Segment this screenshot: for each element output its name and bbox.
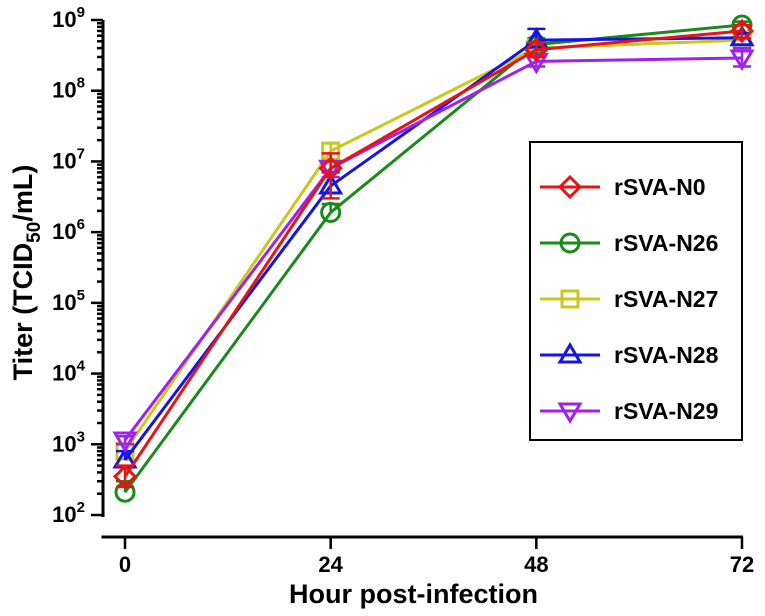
y-tick-label: 107	[52, 145, 85, 173]
series-line	[123, 23, 743, 494]
y-tick-base: 10	[52, 219, 76, 244]
y-tick-label: 106	[52, 216, 85, 244]
series-line	[123, 38, 743, 452]
y-tick-base: 10	[52, 7, 76, 32]
data-point	[557, 174, 583, 200]
data-point	[729, 18, 755, 44]
y-tick-label: 109	[52, 4, 85, 32]
legend-label: rSVA-N29	[614, 398, 718, 424]
series-rSVA-N29	[112, 46, 755, 453]
y-axis-label: Titer (TCID50/mL)	[8, 165, 45, 381]
legend-label: rSVA-N26	[614, 230, 718, 256]
legend-entry-rSVA-N27: rSVA-N27	[540, 286, 718, 312]
y-tick-exponent: 6	[77, 216, 85, 233]
x-tick-label: 72	[730, 552, 754, 577]
y-tick-base: 10	[52, 78, 76, 103]
data-point	[112, 431, 138, 453]
legend-label: rSVA-N0	[614, 174, 706, 200]
legend-label: rSVA-N28	[614, 342, 719, 368]
series-line	[123, 29, 743, 478]
y-label-suffix: /mL)	[8, 165, 38, 222]
data-point	[560, 289, 580, 309]
y-tick-exponent: 3	[77, 428, 85, 445]
y-tick-label: 104	[52, 358, 85, 386]
y-tick-label: 103	[52, 428, 85, 456]
y-tick-base: 10	[52, 148, 76, 173]
series-rSVA-N0	[112, 18, 755, 489]
data-point	[320, 201, 342, 223]
data-point	[524, 37, 549, 62]
legend-entry-rSVA-N29: rSVA-N29	[540, 398, 718, 424]
y-tick-base: 10	[52, 290, 76, 315]
y-tick-label: 102	[52, 499, 85, 527]
data-point	[557, 342, 583, 364]
y-label-subscript: 50	[24, 222, 45, 243]
y-tick-exponent: 8	[77, 75, 85, 92]
y-tick-base: 10	[52, 431, 76, 456]
x-tick-label: 0	[119, 552, 131, 577]
series-line	[123, 56, 743, 441]
y-tick-label: 108	[52, 75, 85, 103]
data-point	[557, 402, 583, 424]
legend-entry-rSVA-N0: rSVA-N0	[540, 174, 706, 200]
y-tick-base: 10	[52, 361, 76, 386]
y-tick-exponent: 4	[77, 358, 86, 375]
y-tick-exponent: 7	[77, 145, 85, 162]
y-tick-exponent: 2	[77, 499, 85, 516]
y-tick-exponent: 9	[77, 4, 85, 21]
legend-entry-rSVA-N26: rSVA-N26	[540, 230, 718, 256]
y-tick-label: 105	[52, 287, 85, 315]
series-layer	[112, 14, 755, 503]
data-point	[112, 464, 138, 489]
x-tick-label: 24	[318, 552, 343, 577]
y-tick-exponent: 5	[77, 287, 85, 304]
data-point	[318, 156, 343, 181]
x-axis-label: Hour post-infection	[289, 579, 538, 609]
data-point	[729, 49, 755, 71]
x-tick-label: 48	[524, 552, 548, 577]
legend: rSVA-N0 rSVA-N26 rSVA-N27 rSVA-N28 rSVA-N29	[529, 141, 743, 441]
data-point	[559, 232, 581, 254]
y-tick-base: 10	[52, 502, 76, 527]
y-label-prefix: Titer (TCID	[8, 243, 38, 381]
legend-label: rSVA-N27	[614, 286, 718, 312]
legend-entry-rSVA-N28: rSVA-N28	[540, 342, 719, 368]
